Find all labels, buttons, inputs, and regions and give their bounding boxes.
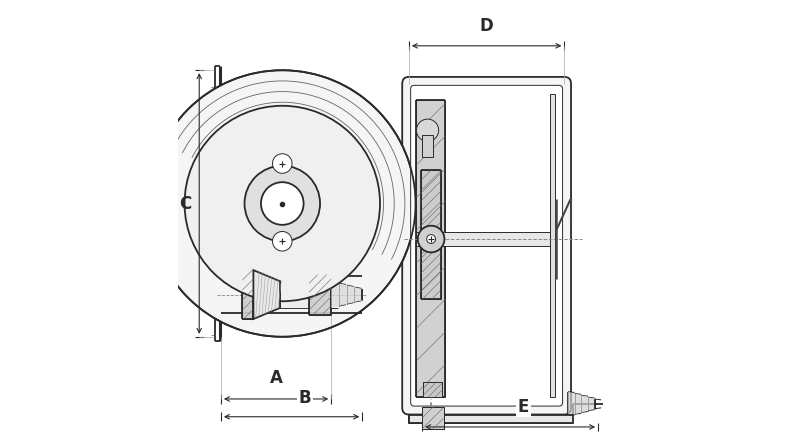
Bar <box>409 415 574 423</box>
Text: B: B <box>298 389 311 407</box>
Polygon shape <box>331 281 362 308</box>
Bar <box>417 232 550 246</box>
Circle shape <box>417 119 438 141</box>
Circle shape <box>273 154 292 173</box>
Text: D: D <box>480 17 494 35</box>
Bar <box>550 94 554 397</box>
Text: C: C <box>179 194 191 212</box>
Polygon shape <box>309 274 331 315</box>
Circle shape <box>185 106 380 301</box>
Circle shape <box>273 232 292 251</box>
Bar <box>422 407 443 429</box>
Polygon shape <box>242 270 254 319</box>
Circle shape <box>261 182 304 225</box>
Polygon shape <box>421 170 441 232</box>
Circle shape <box>149 70 415 337</box>
Circle shape <box>245 166 320 241</box>
Polygon shape <box>417 100 446 397</box>
Polygon shape <box>422 407 443 429</box>
FancyBboxPatch shape <box>410 85 562 406</box>
Text: E: E <box>518 398 529 416</box>
Circle shape <box>418 226 445 253</box>
Polygon shape <box>421 246 441 299</box>
Polygon shape <box>254 270 280 319</box>
Bar <box>422 135 433 157</box>
FancyBboxPatch shape <box>402 77 571 414</box>
Text: A: A <box>270 368 282 387</box>
Bar <box>423 382 442 397</box>
Polygon shape <box>568 392 594 416</box>
Polygon shape <box>423 382 442 397</box>
Circle shape <box>426 235 435 244</box>
Polygon shape <box>280 281 309 308</box>
